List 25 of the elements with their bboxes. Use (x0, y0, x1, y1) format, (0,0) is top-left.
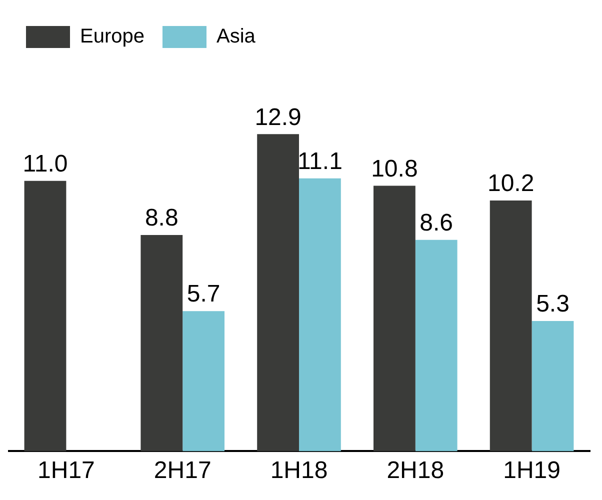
data-label: 10.2 (487, 170, 534, 198)
x-tick-label: 1H18 (270, 457, 328, 484)
bar (140, 234, 183, 452)
data-label: 10.8 (371, 155, 418, 182)
bar (532, 320, 574, 452)
data-label: 8.6 (420, 209, 454, 236)
bar (299, 178, 341, 452)
data-label: 5.3 (536, 290, 570, 318)
bar (257, 134, 299, 452)
bar (490, 200, 532, 452)
data-label: 8.8 (144, 204, 178, 232)
bar (373, 186, 416, 452)
data-label: 11.0 (22, 150, 68, 178)
x-tick-label: 2H17 (154, 457, 212, 484)
legend-label: Asia (216, 26, 256, 48)
x-tick-label: 2H18 (386, 457, 444, 484)
data-label: 5.7 (186, 280, 220, 308)
bar (182, 311, 225, 452)
legend-label: Europe (80, 26, 144, 48)
x-tick-label: 1H19 (503, 457, 560, 484)
bar (415, 240, 458, 452)
bar (24, 180, 66, 452)
data-label: 12.9 (254, 104, 302, 131)
x-tick-label: 1H17 (38, 457, 95, 484)
data-label: 11.1 (297, 148, 342, 176)
